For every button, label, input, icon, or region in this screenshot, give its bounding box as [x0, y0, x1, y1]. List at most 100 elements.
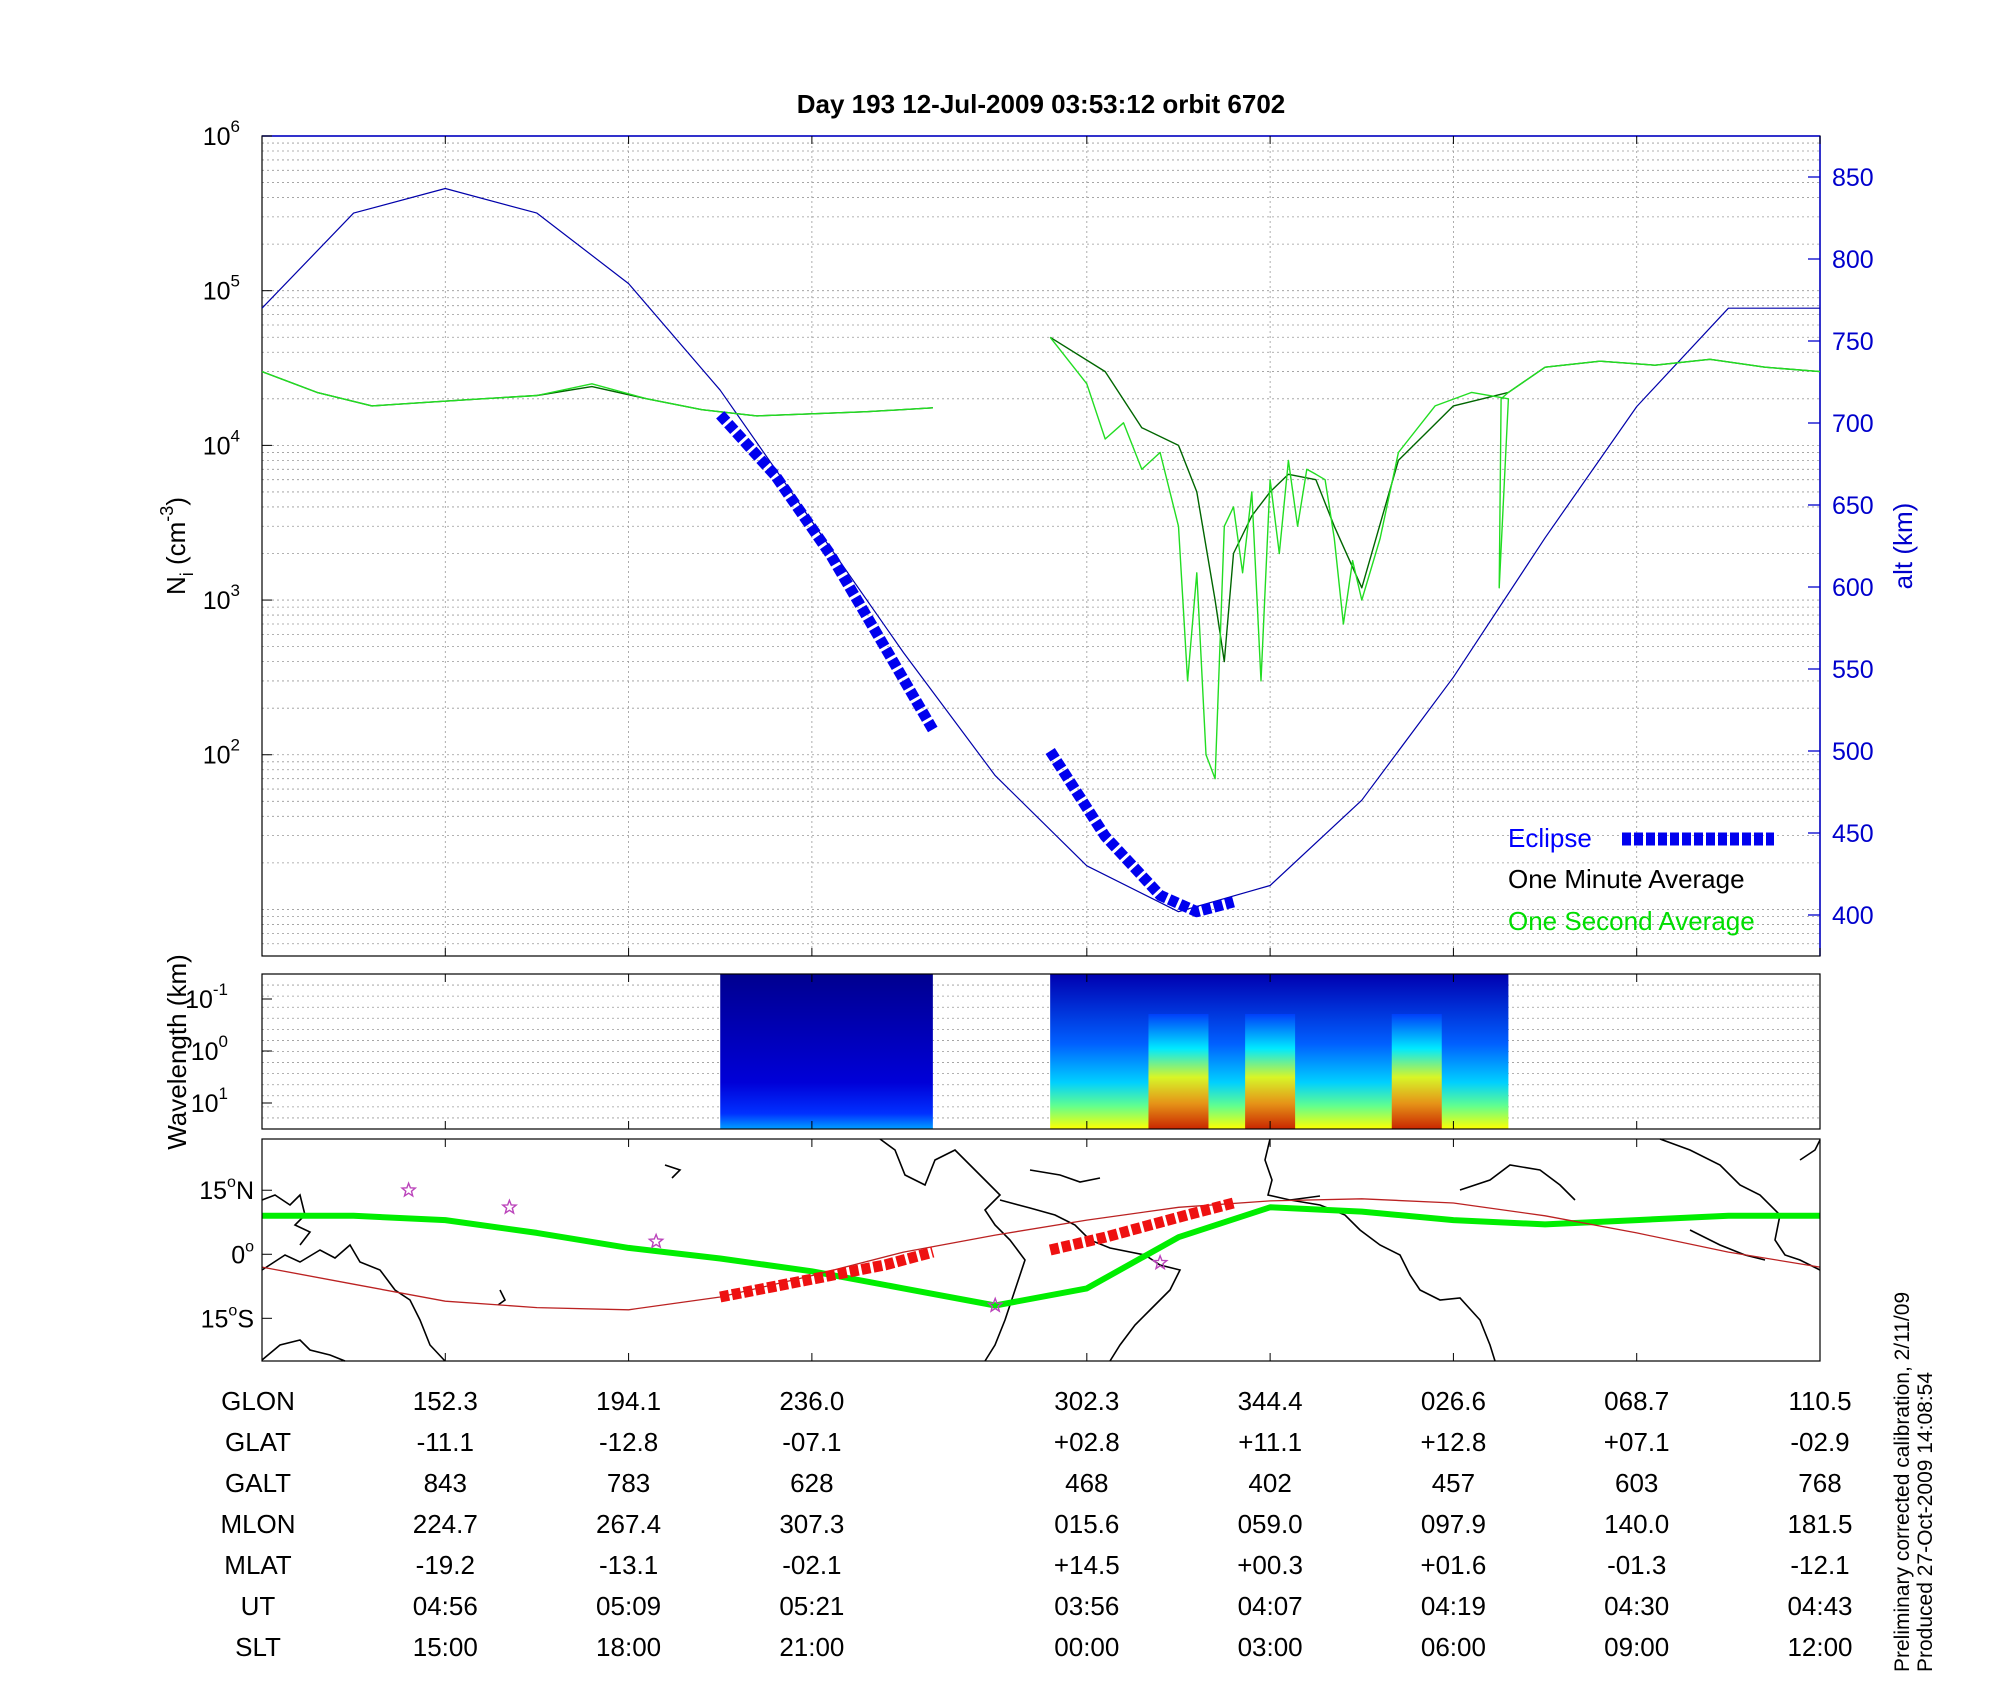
ephemeris-cell: 628: [790, 1468, 833, 1498]
ephemeris-cell: +07.1: [1604, 1427, 1670, 1457]
ephemeris-cell: +01.6: [1421, 1550, 1487, 1580]
legend-second-label: One Second Average: [1508, 906, 1755, 936]
ephemeris-cell: 768: [1798, 1468, 1841, 1498]
orbit-track-line: [261, 1198, 1821, 1311]
y-tick-label: 15oS: [201, 1302, 254, 1333]
y-axis-label-left: Ni (cm-3): [157, 497, 197, 595]
ephemeris-cell: 04:07: [1238, 1591, 1303, 1621]
spectrogram-x-ticks: [444, 974, 1821, 1129]
ephemeris-cell: 783: [607, 1468, 650, 1498]
map-frame: [261, 1138, 1821, 1362]
ephemeris-cell: 03:00: [1238, 1632, 1303, 1662]
ephemeris-cell: 04:30: [1604, 1591, 1669, 1621]
ephemeris-row-label: UT: [241, 1591, 276, 1621]
ephemeris-cell: 468: [1065, 1468, 1108, 1498]
ephemeris-cell: 181.5: [1787, 1509, 1852, 1539]
ephemeris-table: GLON GLAT GALT MLON MLAT UT SLT 152.3 -11.1 843 22…: [220, 1386, 1852, 1662]
spectrogram-peak: [1245, 1014, 1296, 1129]
altitude-y-ticks: 400 450 500 550 600 650 700 750 800 850: [1808, 164, 1874, 930]
y-tick-label: 650: [1832, 492, 1874, 520]
ephemeris-cell: 059.0: [1238, 1509, 1303, 1539]
ephemeris-cell: 344.4: [1238, 1386, 1303, 1416]
y-tick-label: 104: [203, 426, 240, 460]
ephemeris-cell: 06:00: [1421, 1632, 1486, 1662]
y-tick-label: 15oN: [199, 1174, 254, 1205]
ephemeris-cell: -07.1: [782, 1427, 841, 1457]
ephemeris-cell: 04:56: [413, 1591, 478, 1621]
ephemeris-row-label: MLAT: [224, 1550, 292, 1580]
ephemeris-row-label: GLON: [221, 1386, 295, 1416]
ephemeris-cell: 05:21: [779, 1591, 844, 1621]
ephemeris-cell: +14.5: [1054, 1550, 1120, 1580]
ephemeris-cell: 152.3: [413, 1386, 478, 1416]
ephemeris-cell: -12.8: [599, 1427, 658, 1457]
ephemeris-cell: -12.1: [1790, 1550, 1849, 1580]
y-tick-label: 600: [1832, 574, 1874, 602]
spectrogram-y-label: Wavelength (km): [162, 954, 192, 1150]
star-marker: [500, 1198, 518, 1215]
map-panel: 15oN 0o 15oS: [199, 1138, 1821, 1362]
star-marker: [1151, 1253, 1169, 1271]
one-minute-line: [261, 370, 933, 417]
magnetic-equator-line: [262, 1204, 1820, 1309]
altitude-line: [261, 187, 1820, 913]
spectrogram-frame: [261, 973, 1821, 1130]
ephemeris-row-label: GLAT: [225, 1427, 291, 1457]
ephemeris-cell: -01.3: [1607, 1550, 1666, 1580]
ephemeris-cell: 110.5: [1788, 1386, 1851, 1416]
one-second-line: [1049, 336, 1821, 780]
one-minute-line: [1049, 336, 1821, 663]
ephemeris-cell: 603: [1615, 1468, 1658, 1498]
ephemeris-cell: -13.1: [599, 1550, 658, 1580]
y-tick-label: 550: [1832, 656, 1874, 684]
footnote-line-1: Preliminary corrected calibration, 2/11/…: [1891, 1292, 1914, 1672]
eclipse-track-segment: [1048, 1197, 1235, 1256]
ephemeris-cell: -02.9: [1790, 1427, 1849, 1457]
ephemeris-cell: 140.0: [1604, 1509, 1669, 1539]
ephemeris-row-label: SLT: [235, 1632, 281, 1662]
map-tracks: [261, 1181, 1821, 1313]
ephemeris-cell: 21:00: [779, 1632, 844, 1662]
ephemeris-cell: -11.1: [417, 1427, 474, 1457]
ephemeris-row-label: GALT: [225, 1468, 291, 1498]
y-axis-label-right: alt (km): [1888, 503, 1918, 590]
ephemeris-row-label: MLON: [220, 1509, 295, 1539]
ephemeris-cell: 12:00: [1787, 1632, 1852, 1662]
legend-eclipse-label: Eclipse: [1508, 823, 1592, 853]
ephemeris-cell: +12.8: [1421, 1427, 1487, 1457]
ephemeris-cell: 068.7: [1604, 1386, 1669, 1416]
eclipse-segment: [716, 411, 938, 733]
ephemeris-cell: 457: [1432, 1468, 1475, 1498]
y-tick-label: 105: [203, 272, 240, 306]
ephemeris-cell: 00:00: [1054, 1632, 1119, 1662]
ephemeris-cell: 302.3: [1054, 1386, 1119, 1416]
ephemeris-cell: 04:43: [1787, 1591, 1852, 1621]
y-tick-label: 700: [1832, 410, 1874, 438]
ephemeris-cell: 843: [424, 1468, 467, 1498]
star-marker: [647, 1232, 665, 1249]
ephemeris-cell: 267.4: [596, 1509, 661, 1539]
star-marker: [986, 1296, 1004, 1313]
legend-minute-label: One Minute Average: [1508, 864, 1745, 894]
ephemeris-cell: 05:09: [596, 1591, 661, 1621]
star-marker: [400, 1181, 418, 1198]
ephemeris-cell: 224.7: [413, 1509, 478, 1539]
spectrogram-blocks: [720, 974, 1509, 1129]
chart-title: Day 193 12-Jul-2009 03:53:12 orbit 6702: [797, 89, 1286, 119]
ephemeris-cell: 04:19: [1421, 1591, 1486, 1621]
ephemeris-cell: 026.6: [1421, 1386, 1486, 1416]
ephemeris-cell: 194.1: [596, 1386, 661, 1416]
ephemeris-cell: 03:56: [1054, 1591, 1119, 1621]
map-y-ticks: 15oN 0o 15oS: [199, 1174, 272, 1333]
y-tick-label: 101: [191, 1084, 228, 1118]
eclipse-segment: [1045, 748, 1235, 918]
ephemeris-cell: 236.0: [779, 1386, 844, 1416]
ephemeris-cell: 015.6: [1054, 1509, 1119, 1539]
legend: Eclipse One Minute Average One Second Av…: [1508, 823, 1774, 936]
map-x-ticks: [444, 1139, 1821, 1361]
y-tick-label: 102: [203, 736, 240, 770]
ephemeris-cell: 15:00: [413, 1632, 478, 1662]
ephemeris-cell: -19.2: [416, 1550, 475, 1580]
spectrogram-block: [720, 974, 933, 1129]
